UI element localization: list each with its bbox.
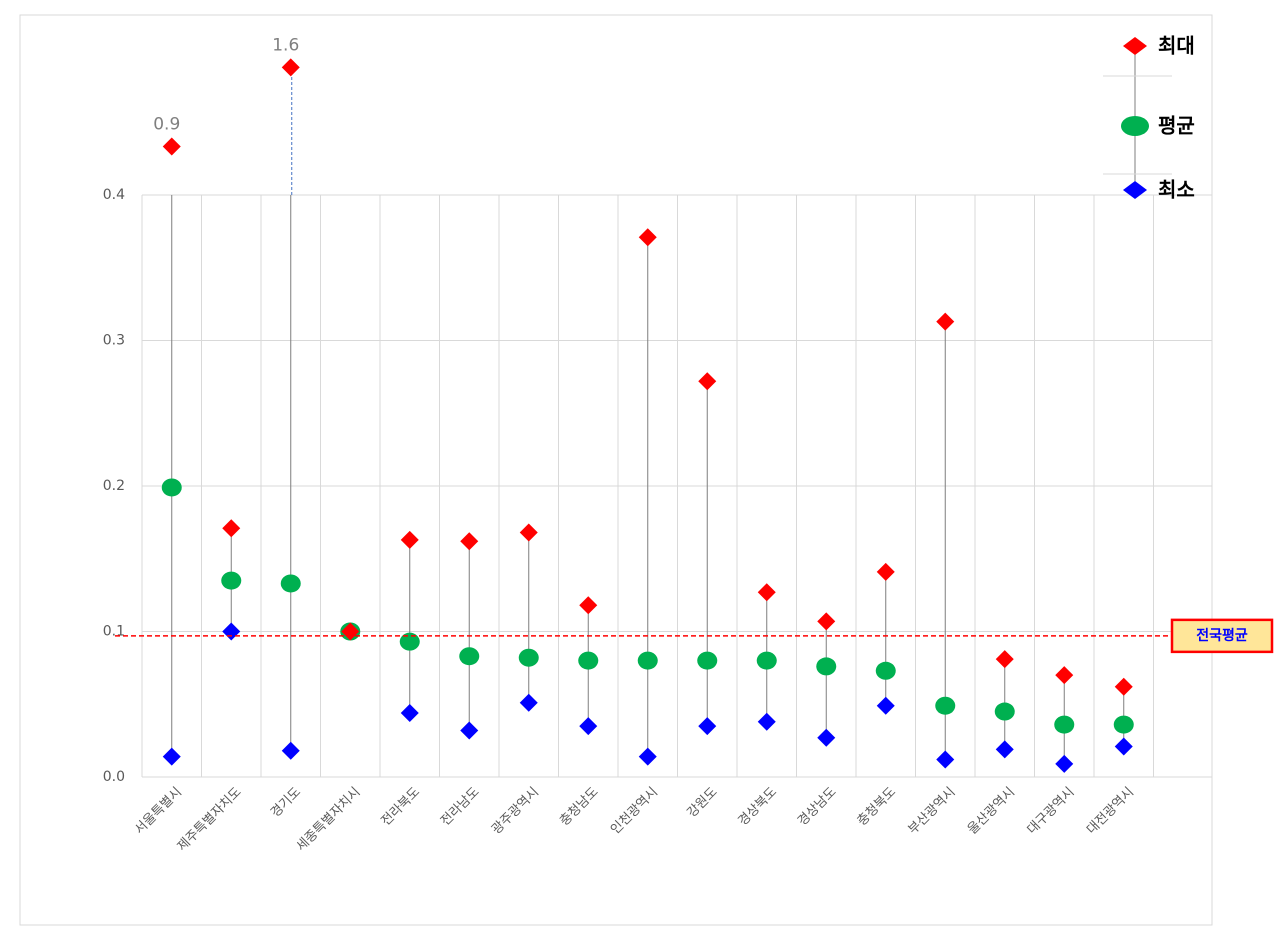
avg-marker xyxy=(637,651,658,670)
avg-marker xyxy=(935,696,956,715)
y-tick-label: 0.3 xyxy=(103,333,125,349)
min-marker xyxy=(579,717,598,736)
avg-marker xyxy=(161,478,182,497)
legend-label: 최소 xyxy=(1158,178,1195,202)
min-marker xyxy=(281,741,300,760)
avg-marker xyxy=(399,632,420,651)
avg-marker xyxy=(994,702,1015,721)
max-marker xyxy=(817,612,836,631)
max-marker xyxy=(638,228,657,247)
min-marker xyxy=(638,747,657,766)
avg-marker xyxy=(1054,715,1075,734)
max-marker xyxy=(936,312,955,331)
min-marker xyxy=(995,740,1014,759)
avg-marker xyxy=(518,648,539,667)
y-tick-label: 0.4 xyxy=(103,187,125,203)
min-marker xyxy=(400,703,419,722)
min-marker xyxy=(460,721,479,740)
min-marker xyxy=(1114,737,1133,756)
min-marker xyxy=(876,696,895,715)
chart-frame xyxy=(19,14,1213,926)
avg-marker xyxy=(578,651,599,670)
legend-marker xyxy=(1123,37,1147,55)
avg-marker xyxy=(280,574,301,593)
max-marker xyxy=(876,562,895,581)
avg-marker xyxy=(1113,715,1134,734)
min-marker xyxy=(698,717,717,736)
max-marker xyxy=(519,523,538,542)
data-label: 1.6 xyxy=(272,35,299,55)
avg-marker xyxy=(697,651,718,670)
max-marker xyxy=(757,583,776,602)
reference-label: 전국평균 xyxy=(1196,627,1248,644)
max-marker xyxy=(281,58,300,77)
legend-marker xyxy=(1123,181,1147,199)
min-marker xyxy=(1055,754,1074,773)
max-marker xyxy=(222,519,241,538)
min-marker xyxy=(817,728,836,747)
avg-marker xyxy=(221,571,242,590)
avg-marker xyxy=(875,661,896,680)
max-marker xyxy=(400,530,419,549)
max-marker xyxy=(698,372,717,391)
max-marker xyxy=(162,137,181,156)
legend-label: 평균 xyxy=(1158,114,1195,138)
legend-label: 최대 xyxy=(1158,34,1195,58)
max-marker xyxy=(995,650,1014,669)
max-marker xyxy=(460,532,479,551)
y-tick-label: 0.1 xyxy=(103,624,125,640)
y-tick-label: 0.0 xyxy=(103,769,125,785)
y-tick-label: 0.2 xyxy=(103,478,125,494)
reference-label-box xyxy=(1170,618,1274,654)
avg-marker xyxy=(459,647,480,666)
avg-marker xyxy=(816,657,837,676)
max-marker xyxy=(1055,666,1074,685)
min-marker xyxy=(162,747,181,766)
min-marker xyxy=(519,693,538,712)
data-label: 0.9 xyxy=(153,115,180,135)
max-marker xyxy=(1114,677,1133,696)
max-marker xyxy=(579,596,598,615)
max-marker xyxy=(341,622,360,641)
avg-marker xyxy=(756,651,777,670)
min-marker xyxy=(757,712,776,731)
min-marker xyxy=(936,750,955,769)
legend-marker xyxy=(1121,116,1149,136)
